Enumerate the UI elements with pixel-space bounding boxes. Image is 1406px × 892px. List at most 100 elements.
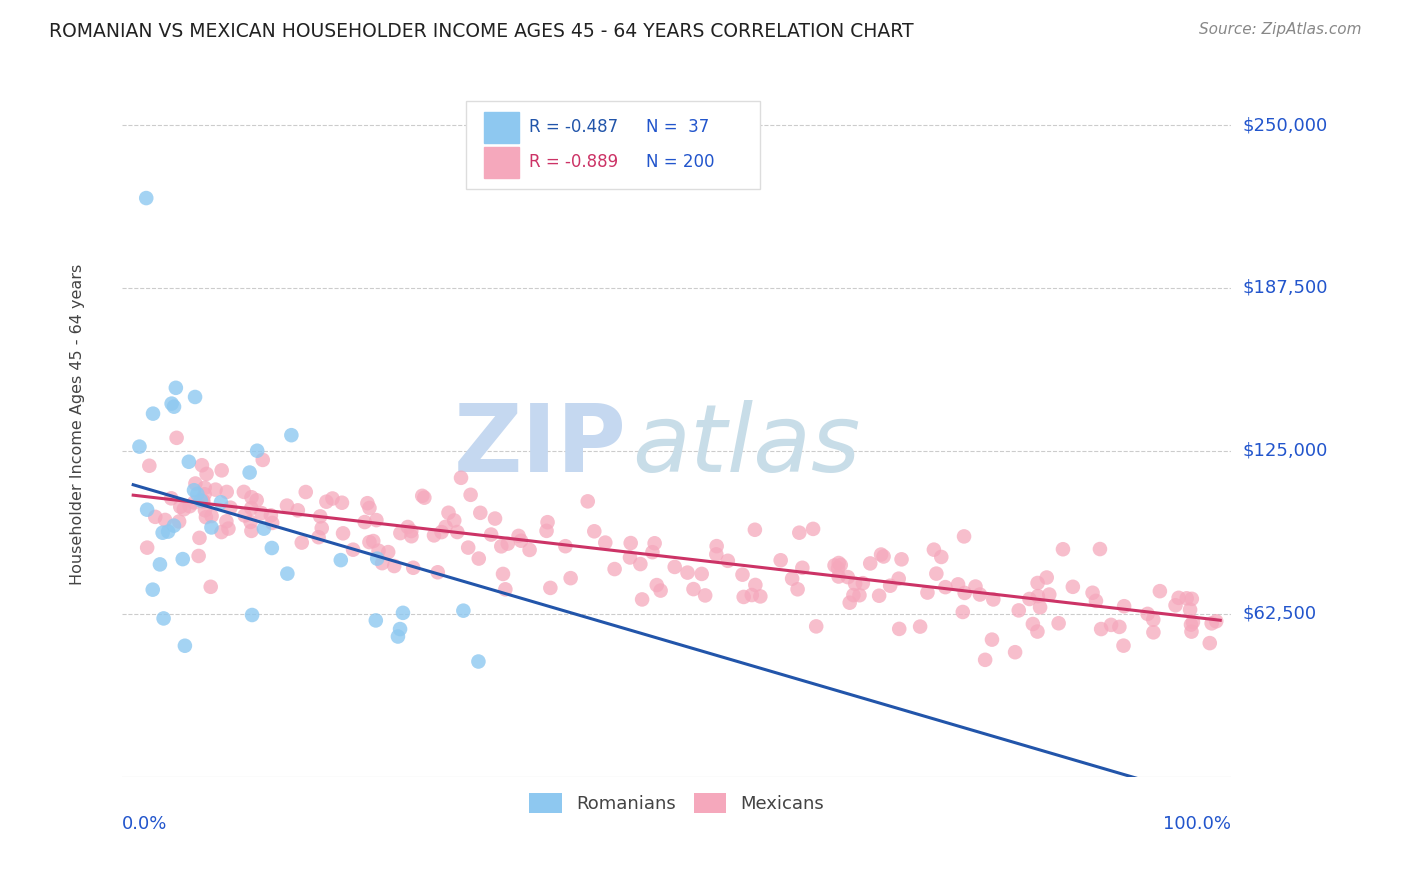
Text: atlas: atlas — [633, 401, 860, 491]
Point — [1142, 613, 1164, 627]
Point — [280, 428, 302, 442]
Point — [1038, 588, 1060, 602]
Point — [1142, 625, 1164, 640]
Point — [706, 539, 728, 553]
Point — [676, 566, 699, 580]
Text: $62,500: $62,500 — [1243, 605, 1316, 623]
Point — [965, 580, 987, 594]
Point — [1201, 616, 1223, 631]
Point — [460, 488, 482, 502]
Point — [453, 604, 475, 618]
Point — [200, 580, 222, 594]
Point — [382, 559, 405, 574]
Point — [1136, 607, 1159, 621]
Point — [953, 529, 976, 543]
Point — [953, 586, 976, 600]
Point — [166, 431, 188, 445]
Point — [484, 511, 506, 525]
Point — [260, 508, 283, 523]
Point — [262, 516, 284, 530]
Point — [682, 582, 704, 596]
Point — [917, 585, 939, 599]
Text: R = -0.487: R = -0.487 — [529, 118, 619, 136]
Point — [870, 548, 893, 562]
Point — [1099, 618, 1122, 632]
Point — [1112, 639, 1135, 653]
Point — [160, 491, 183, 506]
Point — [806, 619, 828, 633]
Point — [827, 569, 849, 583]
Text: $250,000: $250,000 — [1243, 116, 1327, 134]
Text: 0.0%: 0.0% — [122, 815, 167, 833]
Point — [389, 622, 412, 636]
Point — [450, 471, 472, 485]
Point — [1008, 603, 1031, 617]
FancyBboxPatch shape — [465, 101, 759, 189]
Point — [401, 529, 423, 543]
Point — [359, 535, 381, 549]
Point — [946, 577, 969, 591]
Point — [291, 535, 314, 549]
Point — [560, 571, 582, 585]
Point — [593, 535, 616, 549]
Point — [172, 552, 194, 566]
Point — [194, 481, 217, 495]
Point — [457, 541, 479, 555]
Point — [508, 529, 530, 543]
Point — [852, 576, 875, 591]
Point — [437, 506, 460, 520]
Point — [190, 493, 212, 508]
Point — [167, 515, 190, 529]
Text: N = 200: N = 200 — [645, 153, 714, 171]
Point — [152, 525, 174, 540]
Point — [143, 509, 166, 524]
Point — [929, 549, 952, 564]
Point — [1047, 616, 1070, 631]
Point — [641, 545, 664, 559]
Point — [142, 582, 165, 597]
Point — [163, 400, 186, 414]
Text: Householder Income Ages 45 - 64 years: Householder Income Ages 45 - 64 years — [70, 264, 86, 585]
Point — [401, 524, 423, 538]
Point — [294, 485, 316, 500]
Point — [426, 566, 449, 580]
Point — [252, 453, 274, 467]
Point — [136, 502, 159, 516]
Point — [194, 510, 217, 524]
Point — [191, 458, 214, 473]
Point — [842, 588, 865, 602]
Point — [690, 566, 713, 581]
Point — [423, 528, 446, 542]
Point — [479, 527, 502, 541]
Point — [695, 589, 717, 603]
Point — [664, 560, 686, 574]
Point — [744, 578, 766, 592]
Point — [413, 491, 436, 505]
Point — [749, 590, 772, 604]
Point — [315, 494, 337, 508]
Point — [492, 566, 515, 581]
Text: R = -0.889: R = -0.889 — [529, 153, 619, 171]
Point — [741, 588, 763, 602]
Point — [389, 526, 412, 541]
Point — [321, 491, 343, 506]
Point — [240, 524, 263, 538]
Point — [179, 500, 201, 514]
Point — [200, 520, 222, 534]
Point — [1026, 624, 1049, 639]
Point — [443, 513, 465, 527]
Point — [215, 485, 238, 500]
Point — [981, 592, 1004, 607]
Point — [309, 509, 332, 524]
Point — [620, 536, 643, 550]
Point — [136, 541, 159, 555]
Point — [186, 487, 208, 501]
Point — [491, 539, 513, 553]
Point — [717, 554, 740, 568]
Text: 100.0%: 100.0% — [1163, 815, 1232, 833]
Point — [240, 501, 263, 516]
Point — [644, 536, 666, 550]
Point — [952, 605, 974, 619]
Point — [138, 458, 160, 473]
Point — [838, 596, 860, 610]
